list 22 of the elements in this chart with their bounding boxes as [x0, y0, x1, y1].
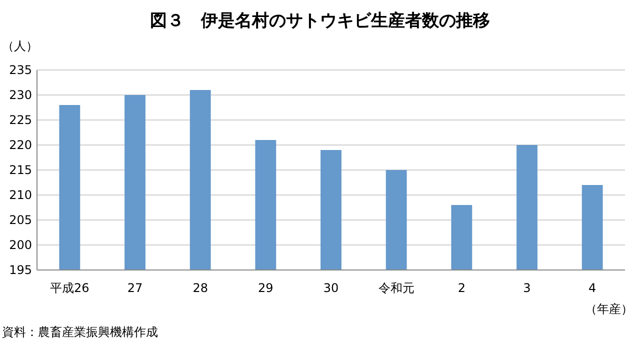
- x-tick-label: 平成26: [50, 281, 90, 295]
- chart-title: 図３ 伊是名村のサトウキビ生産者数の推移: [150, 11, 490, 31]
- x-tick-label: 29: [258, 281, 274, 295]
- y-tick-label: 195: [9, 263, 32, 278]
- x-tick-label: 4: [588, 281, 596, 295]
- y-tick-label: 220: [9, 138, 32, 152]
- y-tick-label: 200: [9, 238, 32, 252]
- text: 資料：農畜産業振興機構作成: [2, 325, 158, 339]
- x-tick-label: 30: [323, 281, 339, 295]
- y-axis-title: （人）: [2, 39, 38, 53]
- x-tick-label: 3: [523, 281, 531, 295]
- y-tick-label: 235: [9, 63, 32, 78]
- y-tick-label: 210: [9, 188, 32, 202]
- x-tick-label: 27: [127, 281, 143, 295]
- x-tick-label: 2: [458, 281, 466, 295]
- x-tick-label: 令和元: [378, 281, 414, 295]
- x-axis-title: （年産）: [585, 302, 633, 316]
- y-tick-label: 205: [9, 213, 32, 228]
- x-tick-label: 28: [192, 281, 208, 295]
- y-tick-label: 225: [9, 113, 32, 128]
- y-tick-label: 230: [9, 88, 32, 102]
- y-tick-label: 215: [9, 163, 32, 178]
